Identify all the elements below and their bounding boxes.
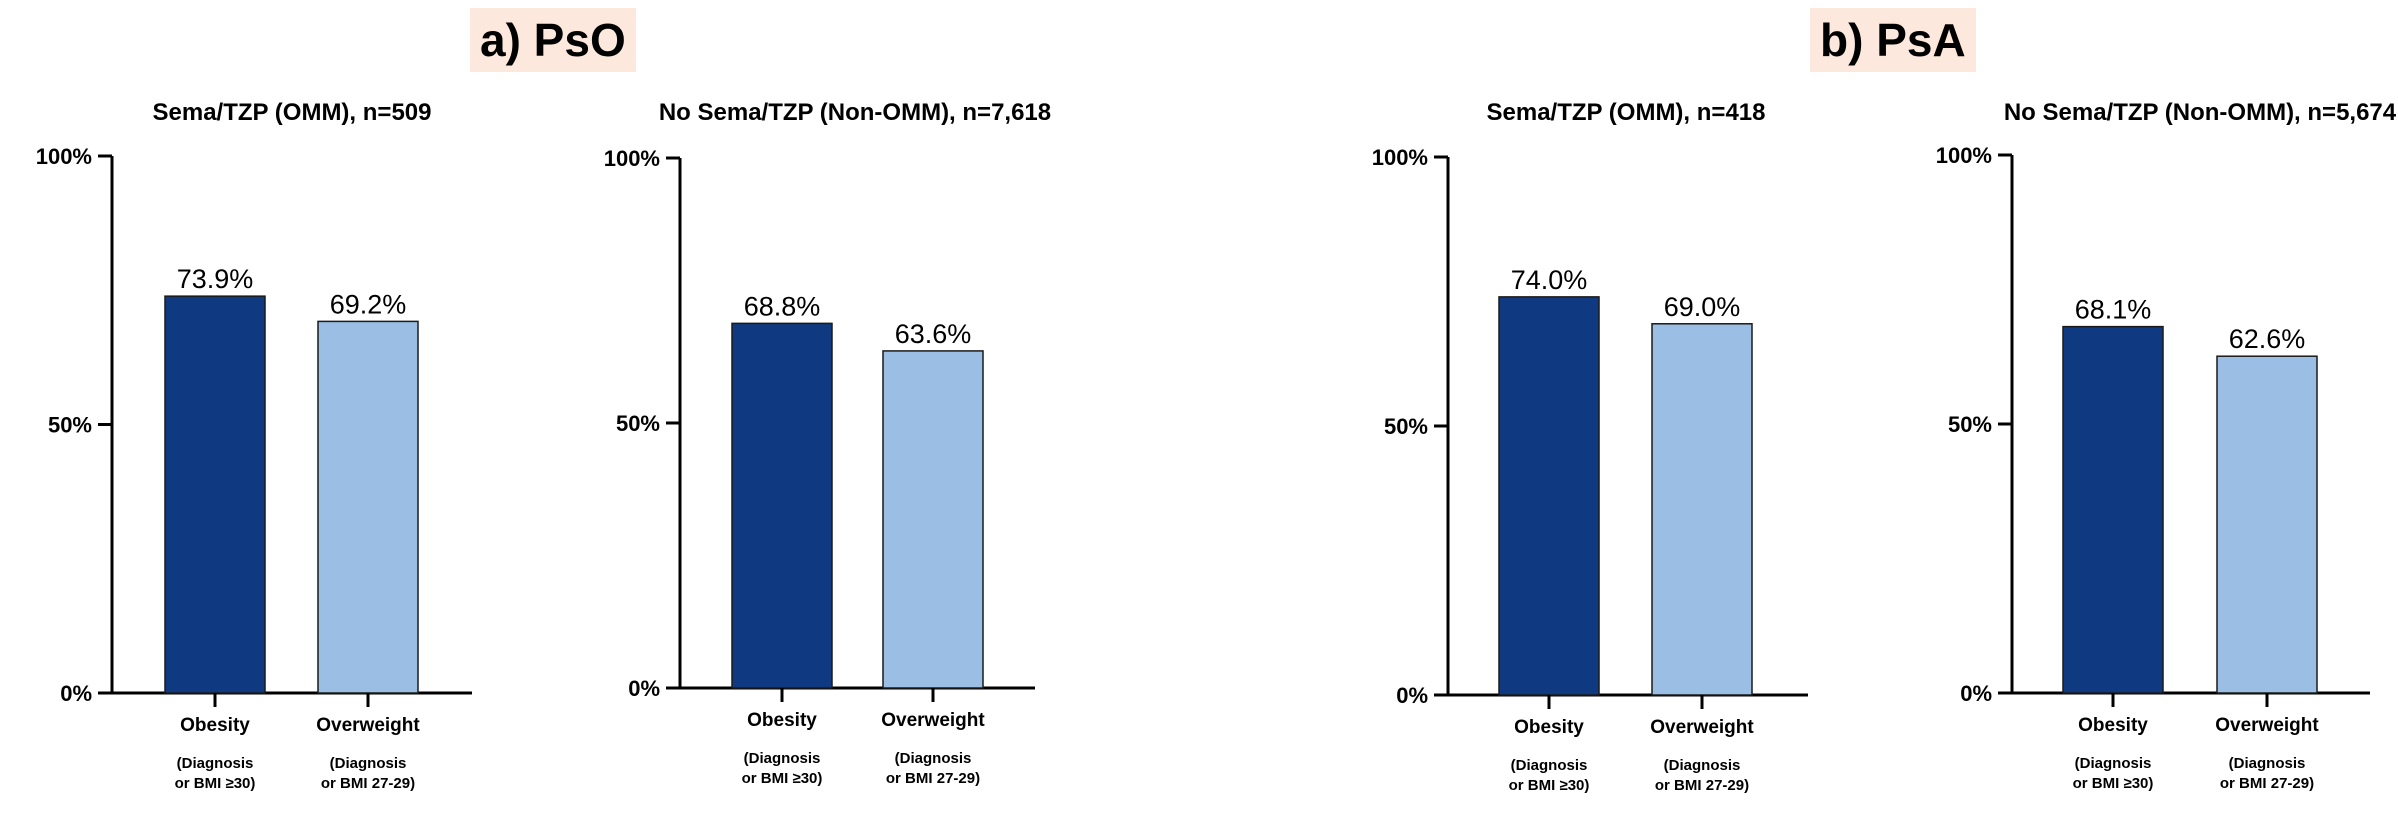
y-tick-label: 50% (1948, 412, 1992, 437)
panel-label-a: a) PsO (470, 8, 636, 72)
x-category-note: (Diagnosis (1511, 757, 1588, 774)
bar-obesity (1498, 296, 1600, 696)
chart-title: No Sema/TZP (Non-OMM), n=5,674 (2004, 99, 2397, 126)
x-category-note: or BMI 27-29) (321, 775, 415, 792)
y-tick-label: 0% (1960, 681, 1992, 706)
x-category-note: or BMI ≥30) (2073, 775, 2154, 792)
panel-label-b: b) PsA (1810, 8, 1976, 72)
y-tick-label: 100% (1372, 145, 1428, 170)
x-category-label: Overweight (881, 710, 985, 731)
y-tick-label: 0% (628, 676, 660, 701)
data-label: 62.6% (2229, 324, 2306, 354)
x-category-label: Overweight (2215, 715, 2319, 736)
x-category-label: Overweight (1650, 717, 1754, 738)
x-category-label: Obesity (180, 715, 250, 736)
data-label: 69.0% (1664, 292, 1741, 322)
x-category-note: (Diagnosis (1664, 757, 1741, 774)
x-category-note: or BMI ≥30) (175, 775, 256, 792)
x-category-label: Overweight (316, 715, 420, 736)
x-category-note: (Diagnosis (330, 755, 407, 772)
y-tick-label: 0% (1396, 683, 1428, 708)
chart-title: Sema/TZP (OMM), n=418 (1487, 99, 1766, 126)
bar-overweight (882, 350, 984, 689)
y-tick-label: 50% (1384, 414, 1428, 439)
bar-overweight (2216, 355, 2318, 694)
x-category-note: (Diagnosis (2229, 755, 2306, 772)
x-category-note: or BMI ≥30) (742, 770, 823, 787)
x-category-note: or BMI 27-29) (2220, 775, 2314, 792)
bar-obesity (164, 295, 266, 694)
x-category-note: (Diagnosis (895, 750, 972, 767)
data-label: 63.6% (895, 319, 972, 349)
x-category-note: or BMI 27-29) (886, 770, 980, 787)
bar-overweight (1651, 323, 1753, 696)
x-category-label: Obesity (1514, 717, 1584, 738)
data-label: 68.8% (744, 291, 821, 321)
x-category-note: or BMI ≥30) (1509, 777, 1590, 794)
x-category-note: or BMI 27-29) (1655, 777, 1749, 794)
chart-title: No Sema/TZP (Non-OMM), n=7,618 (659, 99, 1051, 126)
y-tick-label: 50% (48, 413, 92, 438)
x-category-label: Obesity (2078, 715, 2148, 736)
data-label: 74.0% (1511, 265, 1588, 295)
y-tick-label: 100% (604, 146, 660, 171)
data-label: 73.9% (177, 264, 254, 294)
y-tick-label: 100% (1936, 143, 1992, 168)
x-category-note: (Diagnosis (177, 755, 254, 772)
x-category-note: (Diagnosis (744, 750, 821, 767)
x-category-note: (Diagnosis (2075, 755, 2152, 772)
bar-overweight (317, 320, 419, 694)
bar-obesity (731, 322, 833, 689)
bar-obesity (2062, 325, 2164, 694)
x-category-label: Obesity (747, 710, 817, 731)
y-tick-label: 100% (36, 144, 92, 169)
y-tick-label: 0% (60, 681, 92, 706)
data-label: 69.2% (330, 289, 407, 319)
data-label: 68.1% (2075, 295, 2152, 325)
chart-title: Sema/TZP (OMM), n=509 (153, 99, 432, 126)
y-tick-label: 50% (616, 411, 660, 436)
